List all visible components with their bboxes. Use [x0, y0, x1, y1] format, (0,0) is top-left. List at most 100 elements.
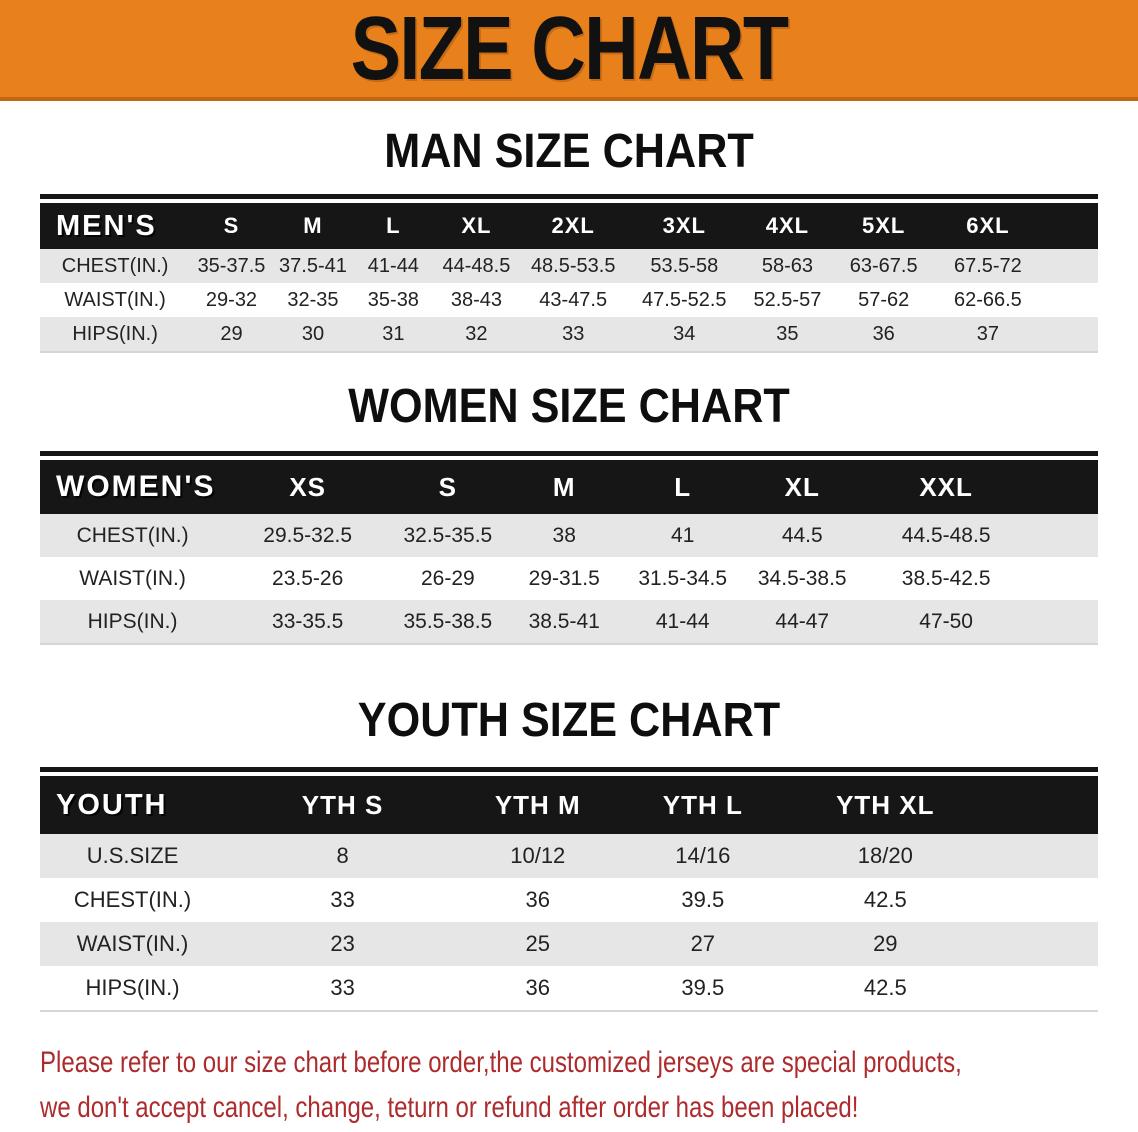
table-corner-label: WOMEN'S: [56, 470, 216, 503]
measurement-value: 52.5-57: [753, 288, 822, 311]
measurement-value: 39.5: [681, 975, 725, 1000]
measurement-value: 23.5-26: [272, 566, 344, 590]
measurement-value: 62-66.5: [953, 288, 1022, 311]
table-corner-label: MEN'S: [56, 209, 157, 242]
measurement-value: 26-29: [420, 566, 475, 590]
size-column-header: YTH L: [662, 789, 743, 820]
table-corner-label: YOUTH: [56, 788, 168, 821]
measurement-value: 37.5-41: [279, 254, 347, 277]
measurement-value: 18/20: [857, 843, 913, 868]
size-column-header: YTH M: [494, 789, 581, 820]
measurement-value: 38-43: [450, 288, 502, 311]
measurement-value: 29-31.5: [528, 566, 600, 590]
measurement-value: 32: [465, 322, 488, 345]
banner-title: SIZE CHART: [350, 0, 789, 99]
measurement-value: 34.5-38.5: [757, 566, 847, 590]
spacer-cell: [1042, 317, 1098, 352]
measurement-value: 35: [776, 322, 799, 345]
measurement-label: U.S.SIZE: [86, 843, 179, 868]
size-column-header: 2XL: [551, 213, 595, 238]
spacer-cell: [1042, 203, 1098, 249]
size-column-header: M: [552, 471, 576, 502]
table-top-rule: [40, 451, 1098, 456]
measurement-row: WAIST(IN.) 29-32 32-35 35-38 38-43 43-47.5 47.…: [40, 283, 1098, 317]
size-column-header: XS: [289, 471, 326, 502]
size-sections: MAN SIZE CHART MEN'S S M L XL 2XL 3XL 4XL 5XL 6XL C…: [0, 128, 1138, 1012]
measurement-value: 8: [336, 843, 349, 868]
spacer-cell: [981, 878, 1098, 922]
measurement-label: HIPS(IN.): [72, 322, 158, 345]
size-column-header: L: [386, 213, 401, 238]
measurement-value: 25: [525, 931, 551, 956]
measurement-value: 35-38: [367, 288, 419, 311]
measurement-value: 31: [382, 322, 405, 345]
spacer-cell: [981, 966, 1098, 1011]
table-top-rule: [40, 194, 1098, 199]
size-column-header: S: [438, 471, 458, 502]
measurement-row: CHEST(IN.) 35-37.5 37.5-41 41-44 44-48.5 48.5…: [40, 249, 1098, 283]
measurement-value: 36: [525, 887, 551, 912]
measurement-row: HIPS(IN.) 33 36 39.5 42.5: [40, 966, 1098, 1011]
measurement-value: 35.5-38.5: [403, 609, 493, 633]
measurement-label: CHEST(IN.): [76, 523, 189, 547]
men-section-title: MAN SIZE CHART: [384, 125, 754, 178]
measurement-value: 47.5-52.5: [642, 288, 727, 311]
measurement-value: 44.5-48.5: [901, 523, 991, 547]
measurement-value: 29-32: [205, 288, 258, 311]
spacer-cell: [1042, 283, 1098, 317]
measurement-value: 27: [690, 931, 716, 956]
men-size-table: MEN'S S M L XL 2XL 3XL 4XL 5XL 6XL CHEST(IN.) 35-37…: [40, 203, 1098, 353]
spacer-cell: [1030, 600, 1098, 644]
size-header-row: YOUTH YTH S YTH M YTH L YTH XL: [40, 776, 1098, 834]
measurement-value: 58-63: [761, 254, 813, 277]
measurement-value: 34: [673, 322, 696, 345]
notice-line-2: we don't accept cancel, change, teturn o…: [40, 1091, 859, 1124]
measurement-row: CHEST(IN.) 29.5-32.5 32.5-35.5 38 41 44.5 44.5…: [40, 514, 1098, 557]
size-column-header: 4XL: [765, 213, 810, 238]
measurement-value: 29.5-32.5: [263, 523, 353, 547]
measurement-label: HIPS(IN.): [87, 609, 178, 633]
table-top-rule: [40, 767, 1098, 772]
order-notice: Please refer to our size chart before or…: [0, 1040, 1138, 1130]
measurement-label: CHEST(IN.): [73, 887, 192, 912]
measurement-value: 37: [976, 322, 1000, 345]
measurement-value: 47-50: [919, 609, 973, 633]
size-header-row: WOMEN'S XS S M L XL XXL: [40, 460, 1098, 514]
size-column-header: YTH S: [301, 789, 384, 820]
measurement-label: CHEST(IN.): [61, 254, 169, 277]
women-size-table: WOMEN'S XS S M L XL XXL CHEST(IN.) 29.5-32.5 32.5…: [40, 460, 1098, 645]
measurement-value: 41-44: [367, 254, 419, 277]
size-column-header: L: [674, 471, 692, 502]
measurement-value: 41: [671, 523, 695, 547]
size-column-header: YTH XL: [836, 789, 935, 820]
measurement-row: HIPS(IN.) 33-35.5 35.5-38.5 38.5-41 41-44 44-…: [40, 600, 1098, 644]
measurement-value: 35-37.5: [197, 254, 266, 277]
measurement-row: WAIST(IN.) 23 25 27 29: [40, 922, 1098, 966]
measurement-value: 31.5-34.5: [638, 566, 728, 590]
size-column-header: XL: [461, 213, 492, 238]
measurement-value: 57-62: [858, 288, 910, 311]
measurement-value: 39.5: [681, 887, 725, 912]
measurement-label: WAIST(IN.): [79, 566, 186, 590]
measurement-value: 38.5-42.5: [901, 566, 991, 590]
size-column-header: 3XL: [662, 213, 706, 238]
youth-size-section: YOUTH SIZE CHART YOUTH YTH S YTH M YTH L YTH …: [0, 697, 1138, 1012]
spacer-cell: [981, 922, 1098, 966]
measurement-value: 42.5: [863, 975, 907, 1000]
measurement-value: 33: [330, 975, 355, 1000]
measurement-label: WAIST(IN.): [76, 931, 189, 956]
measurement-value: 33: [330, 887, 355, 912]
measurement-value: 32.5-35.5: [403, 523, 493, 547]
measurement-value: 33: [562, 322, 585, 345]
men-size-section: MAN SIZE CHART MEN'S S M L XL 2XL 3XL 4XL 5XL 6XL C…: [0, 128, 1138, 353]
measurement-value: 32-35: [287, 288, 339, 311]
measurement-label: HIPS(IN.): [85, 975, 180, 1000]
measurement-row: HIPS(IN.) 29 30 31 32 33 34 35 36 37: [40, 317, 1098, 352]
measurement-value: 23: [330, 931, 355, 956]
measurement-value: 30: [301, 322, 325, 345]
size-column-header: S: [223, 213, 240, 238]
size-column-header: 5XL: [862, 213, 906, 238]
measurement-value: 63-67.5: [849, 254, 918, 277]
measurement-row: U.S.SIZE 8 10/12 14/16 18/20: [40, 834, 1098, 878]
measurement-row: WAIST(IN.) 23.5-26 26-29 29-31.5 31.5-34.5 34…: [40, 557, 1098, 600]
